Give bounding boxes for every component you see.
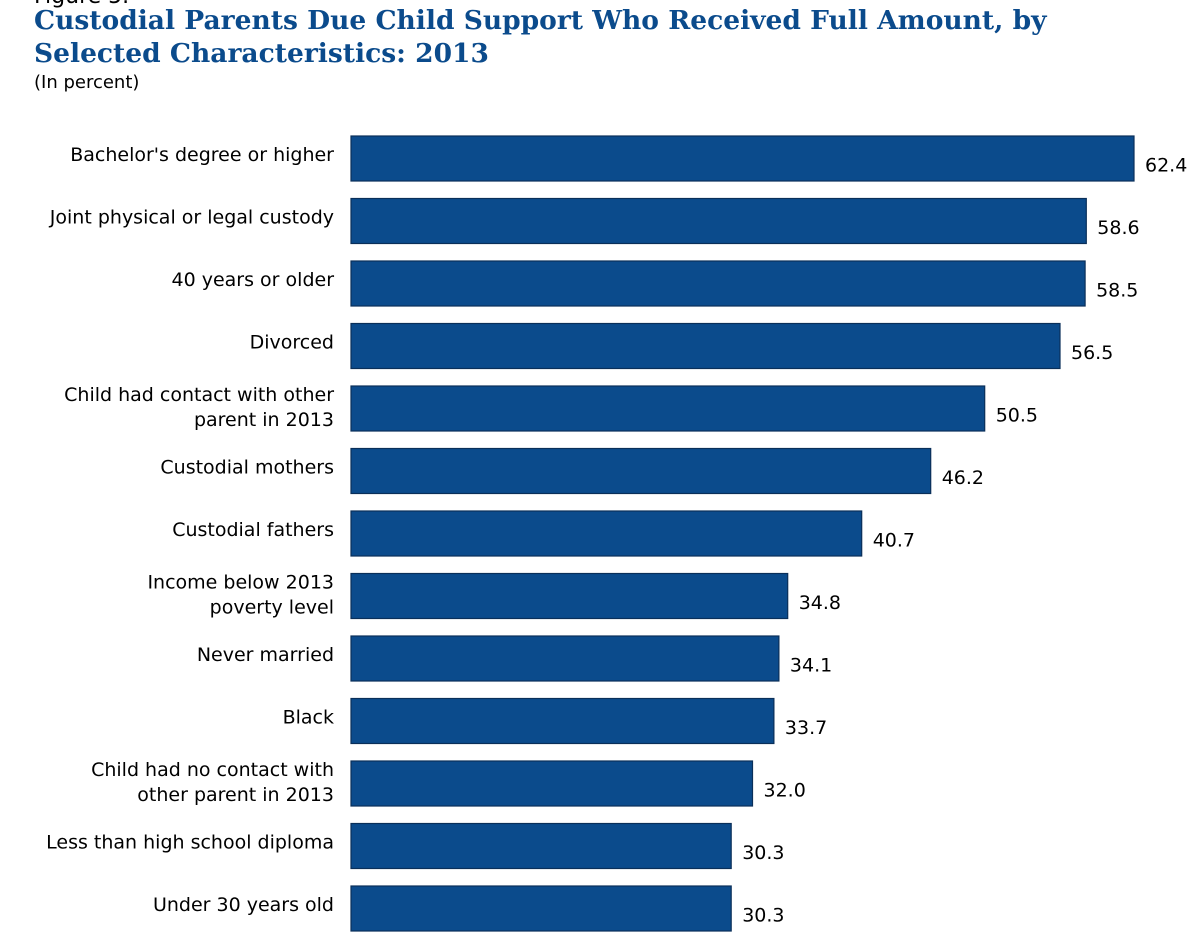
value-label-3: 56.5 xyxy=(1071,342,1113,364)
bar-9 xyxy=(350,697,775,745)
value-label-4: 50.5 xyxy=(996,405,1038,427)
bar-3 xyxy=(350,322,1061,370)
value-label-10: 32.0 xyxy=(764,780,806,802)
category-label-8: Never married xyxy=(197,644,334,666)
bar-11 xyxy=(350,822,732,870)
bar-12 xyxy=(350,885,732,932)
bar-8 xyxy=(350,635,780,682)
category-label-5: Custodial mothers xyxy=(160,457,334,479)
bar-2 xyxy=(350,260,1086,307)
category-label-10: Child had no contact with other parent in… xyxy=(91,759,334,806)
category-label-9: Black xyxy=(283,707,334,729)
figure-label: Figure 5. xyxy=(34,0,129,8)
category-label-3: Divorced xyxy=(250,332,334,354)
bar-5 xyxy=(350,447,932,495)
value-label-7: 34.8 xyxy=(799,592,841,614)
value-label-8: 34.1 xyxy=(790,655,832,677)
value-label-5: 46.2 xyxy=(942,467,984,489)
bar-1 xyxy=(350,197,1087,245)
value-label-11: 30.3 xyxy=(742,842,784,864)
value-label-6: 40.7 xyxy=(873,530,915,552)
category-label-11: Less than high school diploma xyxy=(46,832,334,854)
bar-10 xyxy=(350,760,754,807)
bar-7 xyxy=(350,572,789,620)
bar-6 xyxy=(350,510,863,557)
category-label-12: Under 30 years old xyxy=(153,894,334,916)
chart-subtitle: (In percent) xyxy=(34,72,140,93)
bar-0 xyxy=(350,135,1135,182)
value-label-9: 33.7 xyxy=(785,717,827,739)
category-label-1: Joint physical or legal custody xyxy=(49,207,334,229)
chart-title: Custodial Parents Due Child Support Who … xyxy=(34,5,1047,69)
value-label-1: 58.6 xyxy=(1097,217,1139,239)
category-label-2: 40 years or older xyxy=(172,269,335,291)
value-label-0: 62.4 xyxy=(1145,155,1187,177)
category-label-4: Child had contact with other parent in 20… xyxy=(64,384,334,431)
category-label-0: Bachelor's degree or higher xyxy=(70,144,334,166)
value-label-12: 30.3 xyxy=(742,905,784,927)
value-label-2: 58.5 xyxy=(1096,280,1138,302)
bar-4 xyxy=(350,385,986,432)
category-label-7: Income below 2013 poverty level xyxy=(147,572,334,619)
category-label-6: Custodial fathers xyxy=(172,519,334,541)
